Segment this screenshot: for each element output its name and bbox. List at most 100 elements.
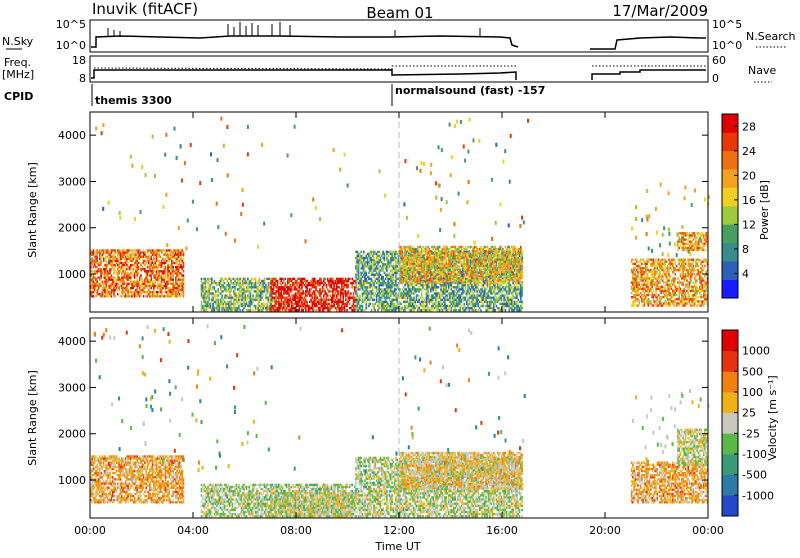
heatmap-cell (411, 297, 413, 299)
heatmap-cell (394, 286, 396, 288)
heatmap-cell (424, 299, 426, 301)
heatmap-cell (167, 293, 169, 295)
heatmap-cell (236, 292, 238, 294)
heatmap-cell (326, 297, 328, 299)
heatmap-cell (516, 294, 518, 296)
heatmap-cell (172, 276, 174, 278)
heatmap-cell (113, 268, 115, 270)
heatmap-cell (284, 282, 286, 284)
heatmap-cell (418, 299, 420, 301)
heatmap-cell (427, 297, 429, 299)
heatmap-cell (166, 260, 168, 262)
heatmap-cell (391, 286, 393, 288)
heatmap-cell (103, 285, 105, 287)
heatmap-cell (389, 274, 391, 276)
heatmap-cell (148, 278, 150, 280)
heatmap-cell (138, 266, 140, 268)
heatmap-cell (230, 288, 232, 290)
heatmap-cell (201, 280, 203, 282)
heatmap-cell (322, 282, 324, 284)
heatmap-cell (166, 285, 168, 287)
heatmap-cell (503, 307, 505, 309)
heatmap-cell (518, 286, 520, 288)
heatmap-cell (107, 274, 109, 276)
heatmap-cell (337, 294, 339, 296)
heatmap-cell (499, 286, 501, 288)
nsky-label: N.Sky (2, 35, 34, 48)
heatmap-cell (140, 293, 142, 295)
heatmap-cell (223, 284, 225, 286)
heatmap-cell (242, 294, 244, 296)
heatmap-cell (259, 301, 261, 303)
heatmap-cell (357, 294, 359, 296)
heatmap-cell (363, 259, 365, 261)
heatmap-cell (206, 280, 208, 282)
heatmap-cell (390, 307, 392, 309)
heatmap-cell (153, 268, 155, 270)
heatmap-cell (220, 280, 222, 282)
heatmap-cell (108, 281, 110, 283)
heatmap-cell (349, 278, 351, 280)
heatmap-cell (154, 262, 156, 264)
heatmap-cell (152, 281, 154, 283)
heatmap-cell (165, 266, 167, 268)
heatmap-cell (255, 284, 257, 286)
freq-tick-bottom: 8 (79, 72, 86, 85)
heatmap-cell (140, 274, 142, 276)
heatmap-cell (216, 284, 218, 286)
heatmap-cell (144, 268, 146, 270)
nsearch-label: N.Search (746, 30, 796, 43)
heatmap-cell (122, 268, 124, 270)
heatmap-cell (400, 275, 402, 277)
heatmap-cell (239, 282, 241, 284)
heatmap-cell (465, 297, 467, 299)
heatmap-cell (480, 292, 482, 294)
heatmap-cell (305, 307, 307, 309)
heatmap-cell (121, 295, 123, 297)
heatmap-cell (471, 307, 473, 309)
heatmap-cell (323, 280, 325, 282)
heatmap-cell (508, 309, 510, 311)
heatmap-cell (315, 299, 317, 301)
heatmap-cell (183, 270, 185, 272)
heatmap-cell (107, 256, 109, 258)
heatmap-cell (391, 272, 393, 274)
heatmap-cell (211, 280, 213, 282)
heatmap-cell (465, 286, 467, 288)
heatmap-cell (153, 258, 155, 260)
heatmap-cell (206, 286, 208, 288)
heatmap-cell (381, 297, 383, 299)
heatmap-cell (283, 307, 285, 309)
heatmap-cell (366, 301, 368, 303)
heatmap-cell (152, 249, 154, 251)
heatmap-cell (133, 260, 135, 262)
heatmap-cell (382, 284, 384, 286)
heatmap-cell (234, 286, 236, 288)
heatmap-cell (322, 299, 324, 301)
heatmap-cell (331, 307, 333, 309)
heatmap-cell (394, 259, 396, 261)
heatmap-cell (183, 258, 185, 260)
heatmap-cell (508, 305, 510, 307)
heatmap-cell (167, 253, 169, 255)
heatmap-cell (257, 307, 259, 309)
heatmap-cell (183, 256, 185, 258)
heatmap-cell (127, 293, 129, 295)
heatmap-cell (265, 284, 267, 286)
heatmap-cell (332, 278, 334, 280)
heatmap-cell (121, 272, 123, 274)
heatmap-cell (337, 292, 339, 294)
heatmap-cell (151, 256, 153, 258)
heatmap-cell (127, 285, 129, 287)
heatmap-cell (264, 278, 266, 280)
heatmap-cell (236, 297, 238, 299)
heatmap-cell (263, 284, 265, 286)
heatmap-cell (332, 299, 334, 301)
heatmap-cell (102, 272, 104, 274)
heatmap-cell (161, 289, 163, 291)
heatmap-cell (306, 294, 308, 296)
heatmap-cell (138, 283, 140, 285)
heatmap-cell (286, 309, 288, 311)
heatmap-cell (116, 262, 118, 264)
heatmap-cell (479, 307, 481, 309)
